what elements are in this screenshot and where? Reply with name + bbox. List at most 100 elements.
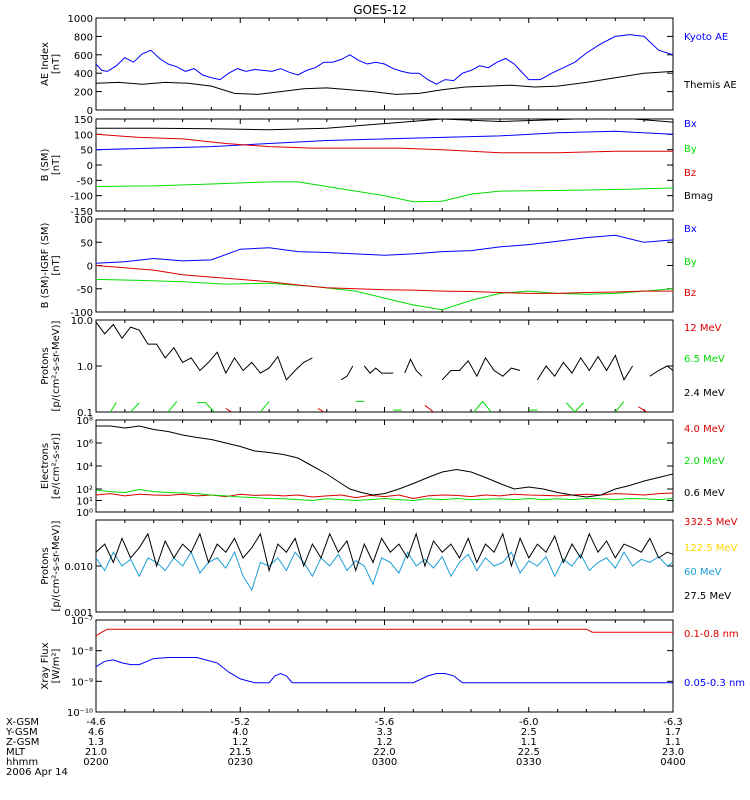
y-tick-label: 200	[74, 88, 93, 99]
series-line-2-4-mev	[340, 365, 354, 381]
y-tick-label: -50	[77, 176, 93, 187]
y-axis-label-line: Protons	[40, 347, 51, 384]
series-line-kyoto-ae	[96, 34, 673, 85]
y-axis-label: B (SM)-IGRF (SM)[nT]	[40, 223, 62, 309]
y-tick-label: 10⁰	[76, 508, 93, 519]
series-line-bx	[96, 130, 673, 151]
y-tick-label: 100	[74, 130, 93, 141]
series-line-bx	[96, 234, 673, 264]
y-axis-label-line: B (SM)	[40, 148, 51, 181]
y-axis-label-line: [W/m²]	[51, 648, 62, 683]
series-line-12-mev	[225, 407, 232, 412]
legend-label: 0.1-0.8 nm	[684, 629, 739, 640]
series-line-6-5-mev	[197, 402, 215, 412]
panel-4: 0.1 1.0 10.0 Protons[p/(cm²-s-sr-MeV)] 12 Me…	[40, 316, 725, 419]
x-row-label-time: hhmm	[6, 757, 38, 768]
x-row-value-time: 0400	[660, 757, 685, 768]
y-tick-label: 10⁻⁷	[71, 616, 93, 627]
series-line-bz	[96, 265, 673, 294]
date-label: 2006 Apr 14	[6, 767, 68, 778]
series-line-12-mev	[638, 406, 648, 412]
series-line-0-6-mev	[96, 425, 673, 498]
y-axis-label: Electrons[e/(cm²-s-sr)]	[40, 433, 62, 499]
series-line-6-5-mev	[614, 401, 625, 412]
y-tick-label: 10⁶	[76, 439, 93, 450]
legend-label: Bmag	[684, 191, 713, 202]
y-tick-label: 10⁴	[76, 462, 93, 473]
y-tick-label: 10.0	[71, 316, 93, 327]
y-axis-label-line: [e/(cm²-s-sr)]	[51, 433, 62, 499]
y-axis-label: B (SM)[nT]	[40, 148, 62, 181]
y-axis-label-line: Electrons	[40, 443, 51, 489]
series-line-2-4-mev	[404, 358, 423, 377]
x-row-value-ygsm: 2.5	[521, 727, 537, 738]
y-tick-label: 10⁻⁹	[71, 677, 93, 688]
panel-7: 10⁻¹⁰ 10⁻⁹ 10⁻⁸ 10⁻⁷ Xray Flux[W/m²] 0.1-0.8 …	[40, 616, 745, 719]
y-tick-label: 1.0	[77, 362, 93, 373]
series-line-4-0-mev	[96, 492, 673, 500]
series-group	[96, 119, 673, 203]
x-row-value-zgsm: 1.1	[665, 737, 681, 748]
y-axis-label: Protons[p/(cm²-s-sr-MeV)]	[40, 520, 62, 611]
series-line-by	[96, 181, 673, 203]
x-row-value-mlt: 22.5	[518, 747, 540, 758]
x-row-label-ygsm: Y-GSM	[5, 727, 38, 738]
series-group	[96, 321, 673, 412]
legend-label: 332.5 MeV	[684, 517, 738, 528]
x-row-value-zgsm: 1.3	[88, 737, 104, 748]
panel-1: 0 200 400 600 800 1000 AE Index[nT] Kyoto AE The…	[40, 14, 737, 117]
legend-label: Themis AE	[683, 80, 737, 91]
series-line-2-4-mev	[536, 354, 634, 381]
x-row-value-xgsm: -6.3	[663, 717, 683, 728]
panel-2: -150 -100 -50 0 50 100 150 B (SM)[nT] Bx By Bz Bmag	[40, 115, 713, 218]
legend-label: 2.0 MeV	[684, 456, 725, 467]
y-axis-label-line: [nT]	[51, 255, 62, 275]
y-tick-label: 400	[74, 69, 93, 80]
y-axis-label-line: [p/(cm²-s-sr-MeV)]	[51, 520, 62, 611]
x-row-value-mlt: 23.0	[662, 747, 684, 758]
x-row-value-xgsm: -5.2	[230, 717, 250, 728]
x-row-value-time: 0200	[83, 757, 108, 768]
panel-frame	[95, 619, 674, 713]
series-line-6-5-mev	[130, 402, 140, 412]
y-tick-label: 100	[74, 215, 93, 226]
x-row-value-time: 0300	[372, 757, 397, 768]
y-axis-label-line: AE Index	[40, 42, 51, 86]
legend-label: Kyoto AE	[684, 32, 728, 43]
y-axis-label-line: Protons	[40, 547, 51, 584]
series-line-bz	[96, 133, 673, 154]
y-tick-label: 0	[87, 161, 93, 172]
series-line-by	[96, 278, 673, 311]
legend-label: Bx	[684, 119, 697, 130]
y-tick-label: 50	[80, 238, 93, 249]
series-line-2-4-mev	[649, 365, 673, 377]
y-tick-label: 10²	[76, 485, 93, 496]
y-tick-label: 10⁻¹⁰	[67, 708, 93, 719]
y-axis-label: Protons[p/(cm²-s-sr-MeV)]	[40, 320, 62, 411]
legend-label: 0.6 MeV	[684, 488, 725, 499]
x-row-value-xgsm: -6.0	[519, 717, 539, 728]
x-row-value-ygsm: 3.3	[377, 727, 393, 738]
x-row-value-xgsm: -5.6	[375, 717, 395, 728]
y-tick-label: 0.010	[64, 562, 93, 573]
legend-label: Bz	[684, 168, 696, 179]
series-group	[96, 628, 673, 684]
series-line-6-5-mev	[260, 401, 270, 412]
series-line-2-0-mev	[96, 488, 673, 502]
x-row-label-xgsm: X-GSM	[6, 717, 39, 728]
x-row-value-zgsm: 1.2	[377, 737, 393, 748]
legend-label: Bz	[684, 288, 696, 299]
x-row-value-ygsm: 4.6	[88, 727, 104, 738]
y-axis-label: AE Index[nT]	[40, 42, 62, 86]
series-line-2-4-mev	[363, 365, 394, 374]
x-row-label-zgsm: Z-GSM	[6, 737, 39, 748]
y-tick-label: 1000	[68, 14, 93, 25]
y-tick-label: -50	[77, 285, 93, 296]
y-tick-label: 800	[74, 32, 93, 43]
series-line-6-5-mev	[565, 402, 584, 412]
y-tick-label: 0.1	[77, 408, 93, 419]
